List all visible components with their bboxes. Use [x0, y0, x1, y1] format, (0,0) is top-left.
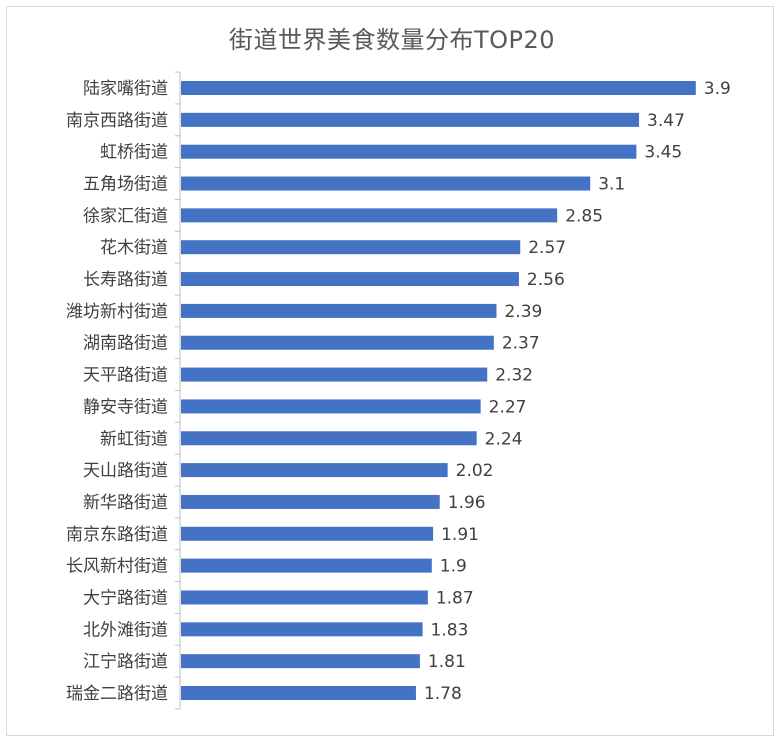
data-label: 2.32	[495, 366, 533, 386]
category-label: 虹桥街道	[100, 143, 168, 163]
data-label: 2.27	[489, 397, 527, 417]
category-label: 瑞金二路街道	[66, 684, 168, 704]
data-label: 2.85	[565, 206, 603, 226]
bar	[181, 367, 488, 382]
category-label: 天山路街道	[83, 461, 168, 481]
category-labels: 陆家嘴街道南京西路街道虹桥街道五角场街道徐家汇街道花木街道长寿路街道潍坊新村街道…	[66, 79, 168, 704]
bar	[181, 590, 428, 605]
bar	[181, 526, 434, 541]
bar	[181, 622, 423, 637]
category-label: 静安寺街道	[83, 397, 168, 417]
category-label: 花木街道	[100, 238, 168, 258]
data-label: 1.78	[424, 684, 462, 704]
bar	[181, 272, 519, 287]
data-label: 1.81	[428, 652, 466, 672]
data-label: 1.83	[431, 620, 469, 640]
bar	[181, 303, 497, 318]
data-label: 2.57	[528, 238, 566, 258]
category-label: 潍坊新村街道	[66, 302, 168, 322]
category-label: 南京西路街道	[66, 111, 168, 131]
chart-title: 街道世界美食数量分布TOP20	[228, 26, 556, 54]
data-label: 2.37	[502, 334, 540, 354]
bar	[181, 399, 481, 414]
bar	[181, 176, 591, 191]
category-label: 陆家嘴街道	[83, 79, 168, 99]
category-label: 江宁路街道	[83, 652, 168, 672]
bar	[181, 81, 696, 95]
bar	[181, 463, 448, 478]
data-label: 2.56	[527, 270, 565, 290]
data-label: 1.9	[440, 557, 467, 577]
bar	[181, 686, 416, 700]
category-label: 南京东路街道	[66, 525, 168, 545]
bar	[181, 654, 420, 669]
category-label: 新华路街道	[83, 493, 168, 513]
bar-series	[181, 81, 696, 700]
category-label: 大宁路街道	[83, 588, 168, 608]
data-label: 3.9	[704, 79, 731, 99]
category-label: 五角场街道	[83, 175, 168, 195]
category-label: 北外滩街道	[83, 620, 168, 640]
data-label: 3.47	[647, 111, 685, 131]
data-label: 2.02	[456, 461, 494, 481]
data-label: 1.96	[448, 493, 486, 513]
category-label: 长风新村街道	[66, 557, 168, 577]
category-label: 长寿路街道	[83, 270, 168, 290]
data-label: 3.1	[598, 175, 625, 195]
category-label: 湖南路街道	[83, 334, 168, 354]
bar	[181, 558, 432, 573]
data-label: 2.24	[485, 429, 523, 449]
data-label: 2.39	[504, 302, 542, 322]
bar	[181, 144, 637, 159]
category-label: 天平路街道	[83, 366, 168, 386]
data-label: 3.45	[644, 143, 682, 163]
category-label: 新虹街道	[100, 429, 168, 449]
category-axis-ticks	[175, 71, 180, 710]
bar	[181, 335, 494, 350]
bar	[181, 208, 558, 223]
data-label: 1.87	[436, 588, 474, 608]
data-label: 1.91	[441, 525, 479, 545]
bar	[181, 431, 477, 446]
bar	[181, 494, 440, 509]
bar	[181, 240, 521, 255]
category-label: 徐家汇街道	[83, 206, 168, 226]
value-labels: 3.9 3.47 3.45 3.1 2.85 2.57 2.56 2.39 2.37 2.32 2.…	[424, 79, 731, 704]
bar	[181, 112, 640, 127]
